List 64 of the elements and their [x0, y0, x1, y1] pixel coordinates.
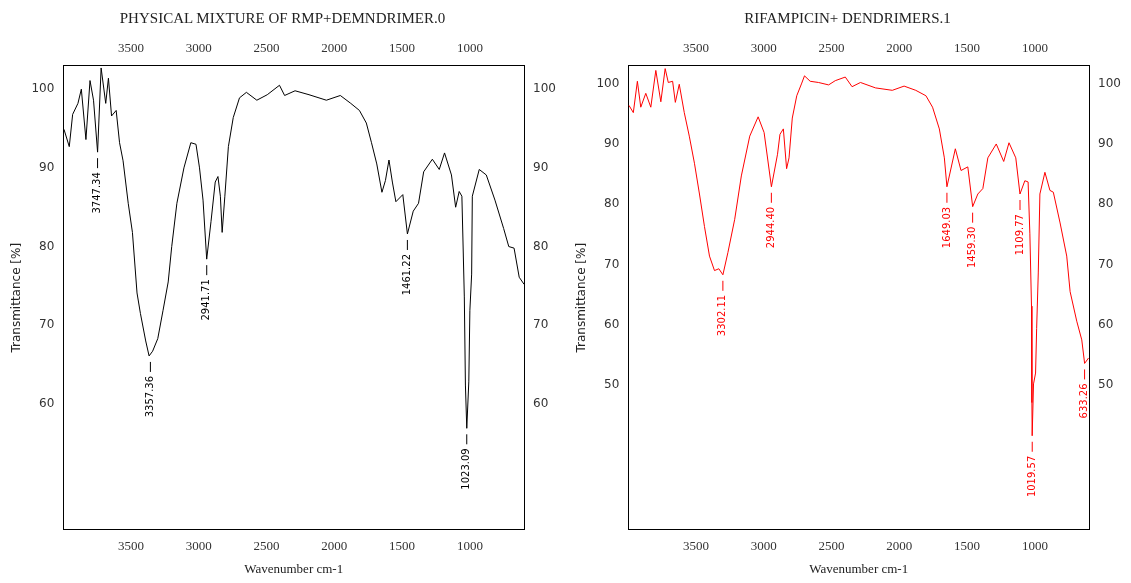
y-tick-label: 80 [604, 196, 620, 211]
annotation: 3357.36 [143, 375, 155, 418]
y-tick-label: 50 [604, 377, 620, 392]
x2-tick-label: 1500 [389, 40, 416, 56]
annotation: 1109.77 [1013, 214, 1025, 256]
y2-tick-label: 70 [533, 317, 549, 332]
x2-tick-label: 3500 [118, 40, 145, 56]
x-tick-label: 1000 [456, 538, 483, 554]
x-tick-label: 2500 [818, 538, 845, 554]
x-axis-title: Wavenumber cm-1 [244, 560, 344, 576]
y-tick-label: 70 [39, 317, 55, 332]
annotation: 633.26 [1078, 383, 1090, 419]
x2-tick-label: 2500 [818, 40, 845, 56]
chart-title: RIFAMPICIN+ DENDRIMERS.1 [744, 9, 951, 26]
y2-tick-label: 90 [533, 160, 549, 175]
annotation: 2944.40 [764, 206, 776, 249]
y2-tick-label: 70 [1098, 256, 1114, 271]
y2-tick-label: 80 [1098, 196, 1114, 211]
y-tick-label: 70 [604, 256, 620, 271]
x-tick-label: 3500 [118, 538, 145, 554]
y-tick-label: 60 [604, 316, 620, 331]
y-tick-label: 60 [39, 396, 55, 411]
x2-tick-label: 3000 [750, 40, 777, 56]
y-tick-label: 80 [39, 238, 55, 253]
annotation: 1019.57 [1025, 455, 1037, 498]
x2-tick-label: 3000 [185, 40, 212, 56]
annotation: 1459.30 [966, 226, 978, 269]
y2-tick-label: 60 [1098, 316, 1114, 331]
x-tick-label: 1500 [954, 538, 981, 554]
x-tick-label: 3000 [750, 538, 777, 554]
x-tick-label: 2000 [886, 538, 913, 554]
y-tick-label: 100 [596, 75, 620, 90]
x2-tick-label: 1000 [1021, 40, 1048, 56]
x-tick-label: 1000 [1021, 538, 1048, 554]
y2-tick-label: 100 [1098, 75, 1121, 90]
annotation: 1649.03 [940, 206, 952, 249]
y-tick-label: 90 [604, 136, 620, 151]
annotation: 1023.09 [460, 448, 472, 490]
x2-tick-label: 2000 [886, 40, 913, 56]
x2-tick-label: 1500 [954, 40, 981, 56]
y-tick-label: 90 [39, 160, 55, 175]
y-tick-label: 100 [31, 81, 55, 96]
y2-tick-label: 60 [533, 396, 549, 411]
x2-tick-label: 3500 [683, 40, 710, 56]
annotation: 2941.71 [200, 279, 212, 321]
annotation: 3747.34 [91, 172, 103, 214]
y-axis-title: Transmittance [%] [574, 242, 589, 354]
x2-tick-label: 2000 [321, 40, 348, 56]
annotation: 1461.22 [400, 253, 412, 296]
y2-tick-label: 50 [1098, 377, 1114, 392]
y2-tick-label: 90 [1098, 136, 1114, 151]
x-tick-label: 1500 [389, 538, 416, 554]
x-tick-label: 3000 [185, 538, 212, 554]
y2-tick-label: 80 [533, 238, 549, 253]
y2-tick-label: 100 [533, 81, 556, 96]
y-axis-title: Transmittance [%] [9, 242, 24, 354]
chart-title: PHYSICAL MIXTURE OF RMP+DEMNDRIMER.0 [119, 9, 446, 26]
x2-tick-label: 1000 [456, 40, 483, 56]
x-tick-label: 3500 [683, 538, 710, 554]
annotation: 3302.11 [716, 294, 728, 337]
x-tick-label: 2000 [321, 538, 348, 554]
x-tick-label: 2500 [253, 538, 280, 554]
x2-tick-label: 2500 [253, 40, 280, 56]
x-axis-title: Wavenumber cm-1 [809, 560, 909, 576]
